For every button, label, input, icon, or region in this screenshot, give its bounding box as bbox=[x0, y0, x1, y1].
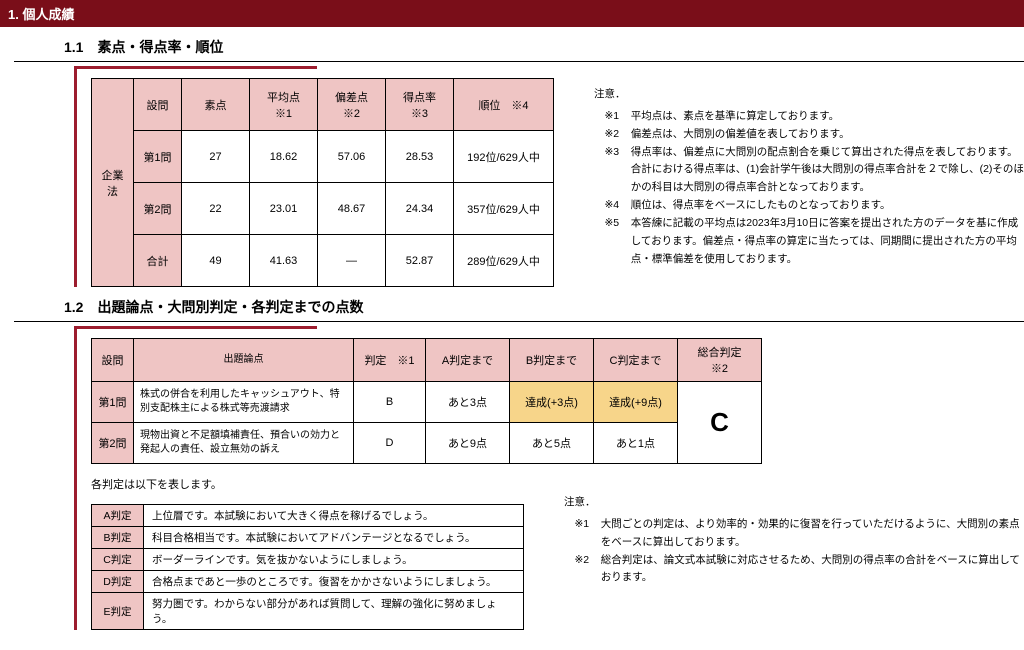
judgement-table: 設問 出題論点 判定 ※1 A判定まで B判定まで C判定まで 総合判定 ※2 … bbox=[91, 338, 762, 464]
legend-desc: ボーダーラインです。気を抜かないようにしましょう。 bbox=[144, 549, 524, 571]
note-text: 大問ごとの判定は、より効率的・効果的に復習を行っていただけるように、大問別の素点… bbox=[601, 518, 1020, 548]
note-marker: ※1 bbox=[575, 516, 590, 534]
notes-title: 注意． bbox=[564, 494, 1024, 512]
th-c: C判定まで bbox=[594, 339, 678, 382]
note-text: 順位は、得点率をベースにしたものとなっております。 bbox=[631, 199, 891, 211]
notes-title: 注意． bbox=[594, 86, 1024, 104]
table-row: 合計 49 41.63 — 52.87 289位/629人中 bbox=[92, 235, 554, 287]
th-q: 設問 bbox=[92, 339, 134, 382]
note-text: 偏差点は、大問別の偏差値を表しております。 bbox=[631, 128, 850, 140]
note-text: 本答練に記載の平均点は2023年3月10日に答案を提出された方のデータを基に作成… bbox=[631, 217, 1018, 265]
cell-c: 達成(+9点) bbox=[594, 382, 678, 423]
th-b: B判定まで bbox=[510, 339, 594, 382]
legend-desc: 科目合格相当です。本試験においてアドバンテージとなるでしょう。 bbox=[144, 527, 524, 549]
cell-topic: 株式の併合を利用したキャッシュアウト、特別支配株主による株式等売渡請求 bbox=[134, 382, 354, 423]
subject-header: 企業法 bbox=[92, 79, 134, 287]
cell-rate: 24.34 bbox=[386, 183, 454, 235]
legend-label: A判定 bbox=[92, 505, 144, 527]
th-a: A判定まで bbox=[426, 339, 510, 382]
cell-avg: 23.01 bbox=[250, 183, 318, 235]
cell-b: あと5点 bbox=[510, 423, 594, 464]
note-item: ※1 平均点は、素点を基準に算定しております。 bbox=[605, 108, 1024, 126]
legend-row: E判定努力圏です。わからない部分があれば質問して、理解の強化に努めましょう。 bbox=[92, 593, 524, 630]
cell-a: あと3点 bbox=[426, 382, 510, 423]
q-label: 第1問 bbox=[92, 382, 134, 423]
th-dev: 偏差点 ※2 bbox=[318, 79, 386, 131]
legend-label: B判定 bbox=[92, 527, 144, 549]
legend-desc: 合格点まであと一歩のところです。復習をかかさないようにしましょう。 bbox=[144, 571, 524, 593]
legend-row: D判定合格点まであと一歩のところです。復習をかかさないようにしましょう。 bbox=[92, 571, 524, 593]
cell-dev: — bbox=[318, 235, 386, 287]
note-marker: ※2 bbox=[575, 552, 590, 570]
note-item: ※3 得点率は、偏差点に大問別の配点割合を乗じて算出された得点を表しております。合… bbox=[605, 144, 1024, 198]
table-row: 第2問 22 23.01 48.67 24.34 357位/629人中 bbox=[92, 183, 554, 235]
subsection-title-1: 1.1 素点・得点率・順位 bbox=[14, 27, 1024, 62]
score-table: 企業法 設問 素点 平均点 ※1 偏差点 ※2 得点率 ※3 順位 ※4 第1問… bbox=[91, 78, 554, 287]
note-marker: ※2 bbox=[605, 126, 620, 144]
cell-rank: 357位/629人中 bbox=[454, 183, 554, 235]
note-item: ※4 順位は、得点率をベースにしたものとなっております。 bbox=[605, 197, 1024, 215]
cell-rate: 52.87 bbox=[386, 235, 454, 287]
legend-desc: 上位層です。本試験において大きく得点を稼げるでしょう。 bbox=[144, 505, 524, 527]
legend-label: E判定 bbox=[92, 593, 144, 630]
q-label: 第1問 bbox=[134, 131, 182, 183]
section-header: 1. 個人成績 bbox=[0, 0, 1024, 27]
legend-caption: 各判定は以下を表します。 bbox=[91, 476, 524, 492]
legend-row: B判定科目合格相当です。本試験においてアドバンテージとなるでしょう。 bbox=[92, 527, 524, 549]
th-raw: 素点 bbox=[182, 79, 250, 131]
cell-dev: 48.67 bbox=[318, 183, 386, 235]
note-item: ※2 総合判定は、論文式本試験に対応させるため、大問別の得点率の合計をベースに算出… bbox=[575, 552, 1024, 588]
cell-avg: 41.63 bbox=[250, 235, 318, 287]
legend-label: D判定 bbox=[92, 571, 144, 593]
legend-table: A判定上位層です。本試験において大きく得点を稼げるでしょう。B判定科目合格相当で… bbox=[91, 504, 524, 630]
q-label: 第2問 bbox=[92, 423, 134, 464]
cell-rate: 28.53 bbox=[386, 131, 454, 183]
cell-raw: 22 bbox=[182, 183, 250, 235]
table-row: 第1問 株式の併合を利用したキャッシュアウト、特別支配株主による株式等売渡請求 … bbox=[92, 382, 762, 423]
cell-rank: 192位/629人中 bbox=[454, 131, 554, 183]
legend-desc: 努力圏です。わからない部分があれば質問して、理解の強化に努めましょう。 bbox=[144, 593, 524, 630]
table-row: 第2問 現物出資と不足額填補責任、預合いの効力と発起人の責任、設立無効の訴え D… bbox=[92, 423, 762, 464]
cell-a: あと9点 bbox=[426, 423, 510, 464]
note-item: ※1 大問ごとの判定は、より効率的・効果的に復習を行っていただけるように、大問別の… bbox=[575, 516, 1024, 552]
th-topic: 出題論点 bbox=[134, 339, 354, 382]
cell-dev: 57.06 bbox=[318, 131, 386, 183]
cell-topic: 現物出資と不足額填補責任、預合いの効力と発起人の責任、設立無効の訴え bbox=[134, 423, 354, 464]
subsection-title-2: 1.2 出題論点・大問別判定・各判定までの点数 bbox=[14, 287, 1024, 322]
notes-block-1: 注意． ※1 平均点は、素点を基準に算定しております。 ※2 偏差点は、大問別の偏差値… bbox=[594, 78, 1024, 268]
cell-raw: 49 bbox=[182, 235, 250, 287]
cell-avg: 18.62 bbox=[250, 131, 318, 183]
note-marker: ※1 bbox=[605, 108, 620, 126]
th-j: 判定 ※1 bbox=[354, 339, 426, 382]
note-item: ※2 偏差点は、大問別の偏差値を表しております。 bbox=[605, 126, 1024, 144]
q-label: 第2問 bbox=[134, 183, 182, 235]
q-label: 合計 bbox=[134, 235, 182, 287]
note-marker: ※4 bbox=[605, 197, 620, 215]
note-item: ※5 本答練に記載の平均点は2023年3月10日に答案を提出された方のデータを基に… bbox=[605, 215, 1024, 269]
legend-row: C判定ボーダーラインです。気を抜かないようにしましょう。 bbox=[92, 549, 524, 571]
note-text: 平均点は、素点を基準に算定しております。 bbox=[631, 110, 839, 122]
overall-grade: C bbox=[678, 382, 762, 464]
th-ov: 総合判定 ※2 bbox=[678, 339, 762, 382]
cell-raw: 27 bbox=[182, 131, 250, 183]
th-rate: 得点率 ※3 bbox=[386, 79, 454, 131]
cell-j: B bbox=[354, 382, 426, 423]
th-avg: 平均点 ※1 bbox=[250, 79, 318, 131]
legend-label: C判定 bbox=[92, 549, 144, 571]
note-marker: ※3 bbox=[605, 144, 620, 162]
cell-c: あと1点 bbox=[594, 423, 678, 464]
th-rank: 順位 ※4 bbox=[454, 79, 554, 131]
note-marker: ※5 bbox=[605, 215, 620, 233]
table-row: 第1問 27 18.62 57.06 28.53 192位/629人中 bbox=[92, 131, 554, 183]
note-text: 総合判定は、論文式本試験に対応させるため、大問別の得点率の合計をベースに算出して… bbox=[601, 554, 1020, 584]
notes-block-2: 注意． ※1 大問ごとの判定は、より効率的・効果的に復習を行っていただけるように、… bbox=[564, 464, 1024, 587]
cell-rank: 289位/629人中 bbox=[454, 235, 554, 287]
cell-b: 達成(+3点) bbox=[510, 382, 594, 423]
th-q: 設問 bbox=[134, 79, 182, 131]
legend-row: A判定上位層です。本試験において大きく得点を稼げるでしょう。 bbox=[92, 505, 524, 527]
note-text: 得点率は、偏差点に大問別の配点割合を乗じて算出された得点を表しております。合計に… bbox=[631, 146, 1024, 194]
cell-j: D bbox=[354, 423, 426, 464]
